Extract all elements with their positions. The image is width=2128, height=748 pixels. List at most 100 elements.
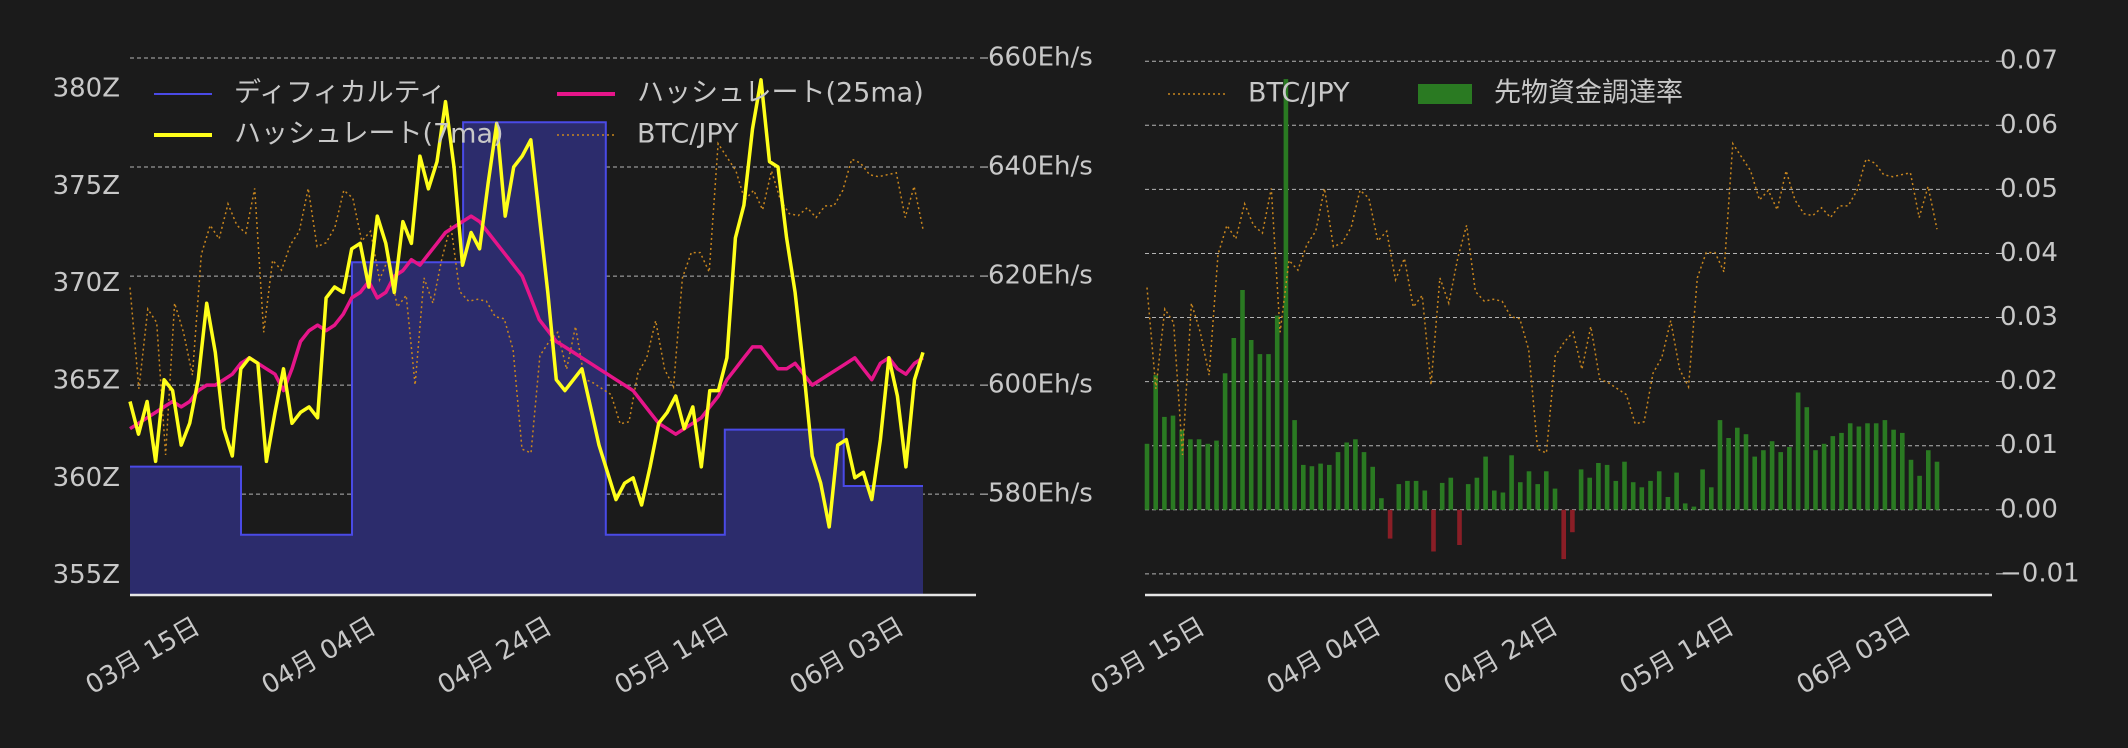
funding-rate-bar: [1622, 461, 1627, 510]
funding-rate-bar: [1457, 509, 1462, 545]
funding-rate-bar: [1882, 420, 1888, 510]
funding-rate-bar: [1604, 464, 1610, 510]
funding-rate-bar: [1500, 492, 1506, 510]
funding-rate-bar: [1752, 456, 1757, 510]
funding-rate-bar: [1795, 392, 1801, 510]
funding-rate-bar: [1778, 452, 1783, 510]
left-y-tick-label: 360Z: [53, 463, 120, 493]
funding-rate-bar: [1248, 340, 1254, 510]
funding-rate-bar: [1926, 450, 1931, 510]
funding-rate-bar: [1873, 423, 1879, 510]
funding-rate-bar: [1648, 480, 1653, 510]
legend-swatch: [1418, 84, 1472, 104]
right-y-tick-label: 0.07: [2000, 46, 2058, 76]
funding-rate-bar: [1492, 490, 1497, 510]
funding-rate-bar: [1240, 290, 1245, 510]
funding-rate-bar: [1804, 407, 1810, 510]
funding-rate-bar: [1735, 427, 1740, 510]
right-y-tick-label: 0.06: [2000, 110, 2058, 140]
difficulty-area-fill: [130, 122, 923, 595]
right-y-tick-label: −0.01: [2000, 558, 2080, 588]
btc-jpy-line: [129, 141, 924, 455]
difficulty-step-line: [130, 121, 923, 536]
left-y-tick-label: 370Z: [53, 268, 120, 298]
left-chart-axes: 380Z 375Z 370Z 365Z 360Z 355Z 660Eh/s 640Eh/s 62…: [53, 43, 1093, 701]
hashrate-7ma-series: [128, 78, 925, 529]
funding-rate-bar: [1309, 466, 1315, 510]
funding-rate-bar: [1170, 415, 1176, 510]
funding-rate-bar: [1509, 455, 1514, 510]
funding-rate-bar: [1474, 477, 1480, 510]
funding-rate-bar: [1318, 463, 1323, 510]
legend-label: ハッシュレート(7ma): [234, 119, 504, 150]
funding-rate-bar: [1561, 509, 1566, 560]
funding-rate-bars: [1144, 79, 1940, 560]
funding-rate-bar: [1283, 79, 1289, 510]
right-y-tick-label: 0.05: [2000, 174, 2058, 204]
funding-rate-bar: [1292, 420, 1297, 510]
right-y-tick-label: 660Eh/s: [988, 43, 1093, 73]
funding-rate-bar: [1344, 442, 1349, 510]
right-y-tick-label: 620Eh/s: [988, 261, 1093, 291]
funding-rate-bar: [1526, 471, 1532, 510]
btc-jpy-line-right: [1146, 141, 1938, 455]
right-y-tick-label: 0.03: [2000, 302, 2058, 332]
right-chart-legend: BTC/JPY 先物資金調達率: [1168, 78, 1683, 109]
funding-rate-bar: [1518, 482, 1523, 510]
funding-rate-bar: [1214, 440, 1219, 510]
funding-rate-bar: [1665, 497, 1671, 510]
funding-rate-bar: [1301, 464, 1306, 510]
legend-label: BTC/JPY: [637, 119, 739, 150]
funding-rate-bar: [1630, 482, 1636, 510]
funding-rate-bar: [1274, 315, 1280, 510]
left-y-tick-label: 375Z: [53, 171, 120, 201]
funding-rate-bar: [1587, 477, 1592, 510]
funding-rate-bar: [1900, 432, 1905, 510]
funding-rate-bar: [1552, 488, 1558, 510]
funding-rate-bar: [1908, 459, 1914, 510]
btc-jpy-series-right: [1146, 141, 1938, 455]
funding-rate-bar: [1439, 482, 1445, 510]
funding-rate-bar: [1682, 503, 1688, 510]
funding-rate-bar: [1405, 480, 1410, 510]
funding-rate-bar: [1162, 416, 1167, 510]
funding-rate-bar: [1656, 471, 1662, 510]
funding-rate-bar: [1821, 443, 1827, 510]
funding-rate-bar: [1144, 443, 1150, 510]
funding-rate-bar: [1934, 461, 1940, 510]
funding-rate-bar: [1153, 375, 1158, 510]
funding-rate-bar: [1761, 450, 1766, 510]
funding-rate-bar: [1570, 509, 1575, 533]
right-y-tick-label: 640Eh/s: [988, 152, 1093, 182]
funding-rate-bar: [1813, 450, 1818, 510]
btc-jpy-series: [129, 141, 924, 455]
funding-rate-bar: [1717, 420, 1723, 510]
hashrate-25ma-series: [129, 214, 924, 436]
legend-label: ディフィカルティ: [234, 78, 446, 109]
funding-rate-bar: [1856, 426, 1862, 510]
right-y-tick-label: 580Eh/s: [988, 479, 1093, 509]
funding-rate-bar: [1830, 436, 1836, 510]
funding-rate-bar: [1639, 487, 1645, 510]
funding-rate-bar: [1396, 484, 1402, 510]
funding-rate-bar: [1691, 506, 1697, 510]
funding-rate-bar: [1205, 443, 1211, 510]
funding-rate-bar: [1769, 441, 1775, 510]
funding-rate-bar: [1839, 432, 1844, 510]
funding-rate-bar: [1179, 429, 1184, 510]
hashrate-25ma-line: [129, 214, 924, 436]
funding-rate-bar: [1578, 469, 1584, 510]
funding-rate-bar: [1231, 338, 1237, 510]
legend-label: ハッシュレート(25ma): [637, 78, 924, 109]
funding-rate-bar: [1387, 509, 1393, 539]
funding-rate-bar: [1596, 463, 1601, 510]
funding-rate-bar: [1370, 466, 1375, 510]
funding-rate-bar: [1709, 487, 1714, 510]
funding-rate-bar: [1257, 354, 1263, 510]
legend-label: 先物資金調達率: [1494, 78, 1683, 109]
right-y-tick-label: 0.02: [2000, 366, 2058, 396]
left-y-tick-label: 365Z: [53, 365, 120, 395]
legend-label: BTC/JPY: [1248, 78, 1350, 109]
funding-rate-bar: [1431, 509, 1436, 552]
